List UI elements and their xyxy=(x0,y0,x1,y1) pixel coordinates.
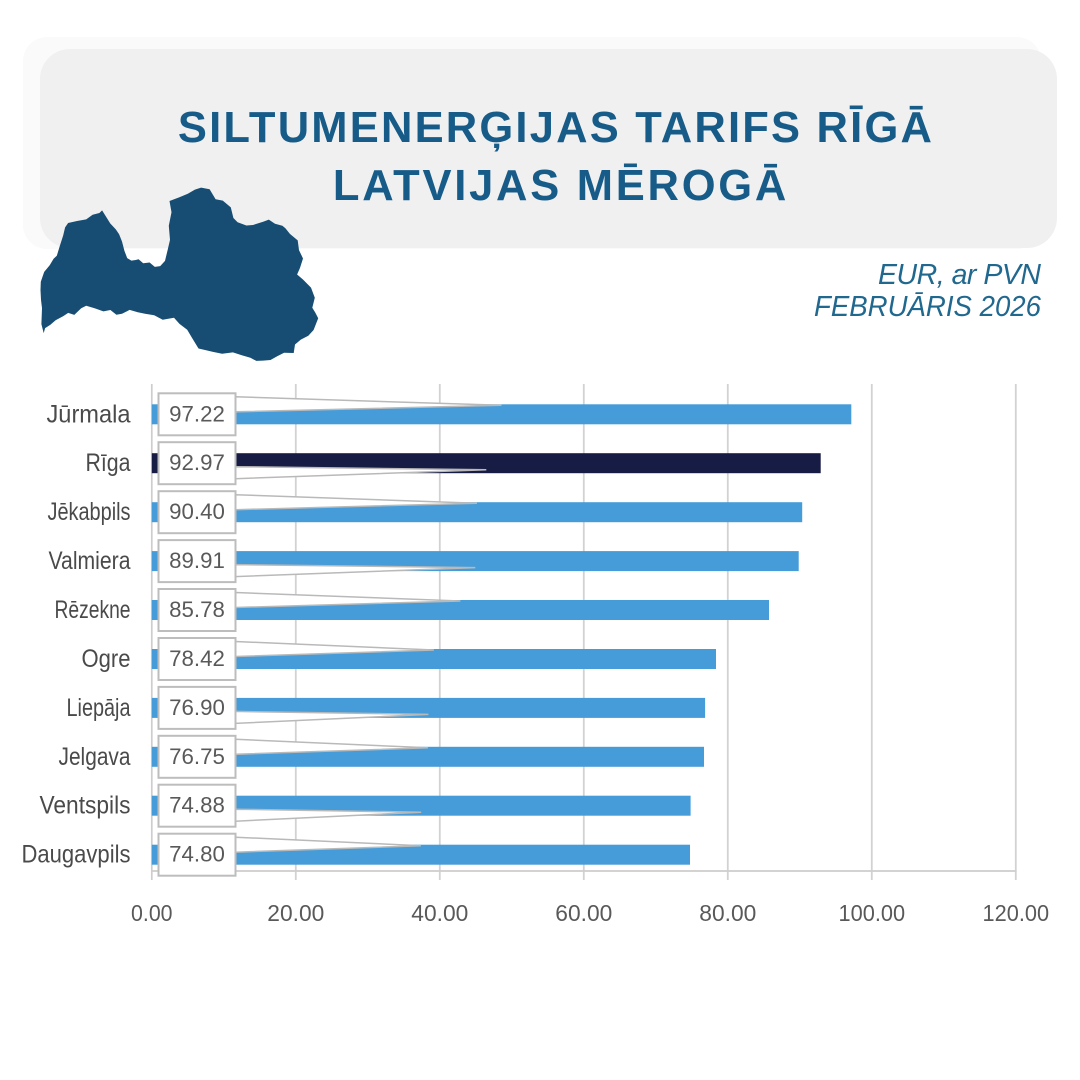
svg-text:Ventspils: Ventspils xyxy=(40,792,131,820)
svg-text:Ogre: Ogre xyxy=(82,645,131,673)
svg-text:Liepāja: Liepāja xyxy=(67,694,131,722)
svg-text:85.78: 85.78 xyxy=(169,597,225,622)
svg-text:76.90: 76.90 xyxy=(169,695,225,720)
svg-text:EUR, ar PVN: EUR, ar PVN xyxy=(878,259,1041,291)
svg-text:80.00: 80.00 xyxy=(699,900,756,926)
svg-text:0.00: 0.00 xyxy=(131,900,173,926)
svg-text:100.00: 100.00 xyxy=(839,900,906,926)
svg-text:74.88: 74.88 xyxy=(169,793,225,818)
svg-text:Jūrmala: Jūrmala xyxy=(47,400,131,428)
svg-text:78.42: 78.42 xyxy=(169,646,225,671)
svg-text:Rīga: Rīga xyxy=(86,449,131,477)
svg-text:97.22: 97.22 xyxy=(169,401,225,426)
svg-text:FEBRUĀRIS 2026: FEBRUĀRIS 2026 xyxy=(814,291,1041,323)
svg-text:74.80: 74.80 xyxy=(169,842,225,867)
svg-text:Rēzekne: Rēzekne xyxy=(55,596,131,624)
svg-text:Daugavpils: Daugavpils xyxy=(22,841,131,869)
svg-text:92.97: 92.97 xyxy=(169,450,225,475)
svg-text:89.91: 89.91 xyxy=(169,548,225,573)
svg-text:20.00: 20.00 xyxy=(267,900,324,926)
svg-text:LATVIJAS MĒROGĀ: LATVIJAS MĒROGĀ xyxy=(333,162,789,210)
svg-text:120.00: 120.00 xyxy=(983,900,1050,926)
svg-text:90.40: 90.40 xyxy=(169,499,225,524)
svg-text:Jelgava: Jelgava xyxy=(59,743,131,771)
svg-text:60.00: 60.00 xyxy=(555,900,612,926)
svg-text:40.00: 40.00 xyxy=(411,900,468,926)
svg-text:Jēkabpils: Jēkabpils xyxy=(48,498,131,526)
svg-text:76.75: 76.75 xyxy=(169,744,225,769)
svg-text:Valmiera: Valmiera xyxy=(49,547,131,575)
svg-text:SILTUMENERĢIJAS TARIFS RĪGĀ: SILTUMENERĢIJAS TARIFS RĪGĀ xyxy=(178,104,934,152)
